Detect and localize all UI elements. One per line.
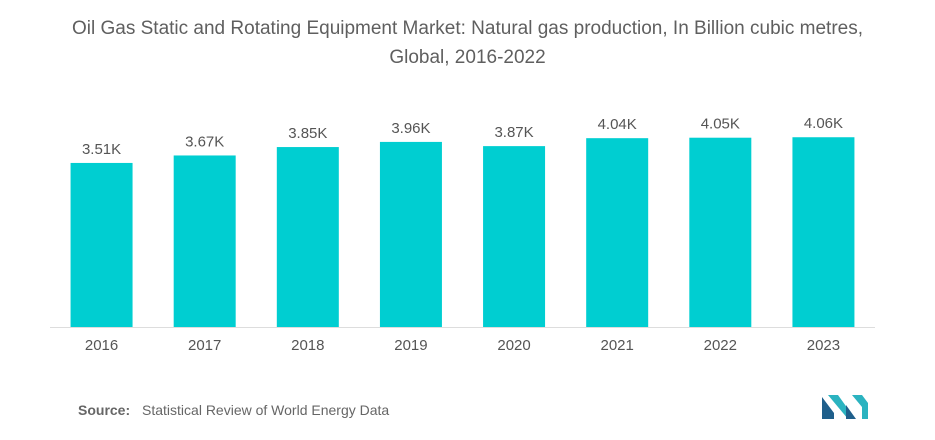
bar-2020 — [483, 146, 546, 327]
bar-2023 — [792, 137, 855, 327]
x-tick-label-2017: 2017 — [188, 337, 221, 354]
data-label-2022: 4.05K — [701, 116, 740, 133]
x-tick-label-2016: 2016 — [85, 337, 118, 354]
bar-2022 — [689, 137, 752, 327]
data-label-2018: 3.85K — [288, 125, 327, 142]
bars-group: 3.51K 2016 3.67K 2017 3.85K 2018 3.96K 2019 3.87… — [70, 115, 855, 354]
data-label-2016: 3.51K — [82, 141, 121, 158]
x-tick-label-2021: 2021 — [601, 337, 634, 354]
data-label-2019: 3.96K — [391, 120, 430, 137]
data-label-2023: 4.06K — [804, 115, 843, 132]
bar-2019 — [379, 141, 442, 327]
x-tick-label-2018: 2018 — [291, 337, 324, 354]
data-label-2020: 3.87K — [494, 124, 533, 141]
mordor-intelligence-logo-icon — [822, 395, 868, 419]
chart-title: Oil Gas Static and Rotating Equipment Ma… — [72, 18, 863, 68]
bar-2017 — [173, 155, 236, 327]
x-tick-label-2019: 2019 — [394, 337, 427, 354]
source-text: Statistical Review of World Energy Data — [142, 402, 390, 418]
bar-2021 — [586, 138, 649, 327]
source-note: Source: Statistical Review of World Ener… — [78, 402, 389, 418]
data-label-2021: 4.04K — [598, 116, 637, 133]
x-tick-label-2022: 2022 — [704, 337, 737, 354]
bar-2016 — [70, 162, 133, 327]
bar-2018 — [276, 147, 339, 327]
x-tick-label-2023: 2023 — [807, 337, 840, 354]
data-label-2017: 3.67K — [185, 133, 224, 150]
x-tick-label-2020: 2020 — [497, 337, 530, 354]
source-label: Source: — [78, 402, 131, 418]
